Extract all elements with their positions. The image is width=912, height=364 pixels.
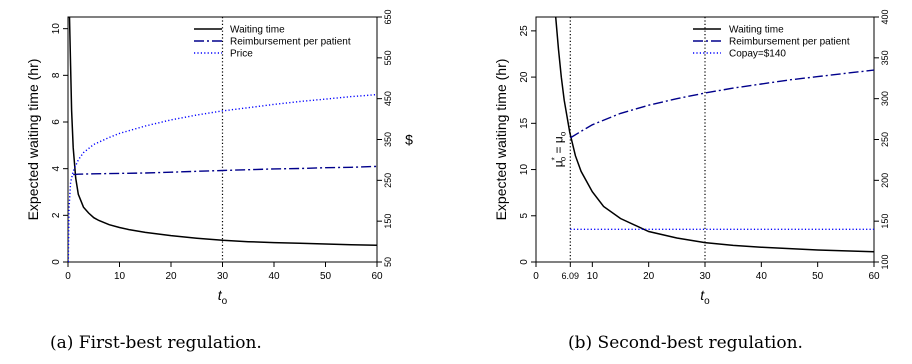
x-tick-label: 60: [371, 271, 383, 282]
x-axis-label-main: t: [218, 287, 223, 303]
x-tick-label: 50: [812, 271, 824, 282]
y-tick-label: 20: [519, 71, 530, 83]
x-tick-label: 30: [699, 271, 711, 282]
chart-a-svg: 0 10 20 30 40 50 60024681050150250350450550650…: [25, 9, 413, 307]
y-tick-label: 4: [51, 165, 62, 171]
y-tick-label: 5: [519, 213, 530, 219]
x-tick-label: 6.09: [562, 271, 580, 281]
x-tick-label: 50: [320, 271, 332, 282]
y-axis-label: Expected waiting time (hr): [25, 59, 41, 221]
x-tick-label: 20: [165, 271, 177, 282]
y-tick-label: 10: [51, 23, 62, 35]
series-line-1: [68, 17, 377, 246]
series-group: [554, 17, 874, 253]
legend-label-3: Copay=$140: [729, 49, 786, 60]
chart-b-svg: 0 10 20 30 40 50 60 6.09 0 5 10 15 20 25 100 150 200 250 3…: [493, 9, 890, 307]
y-right-tick-label: 100: [880, 254, 890, 269]
y-right-tick-label: 250: [383, 173, 393, 188]
legend-label-1: Waiting time: [729, 25, 784, 36]
y-tick-label: 15: [519, 117, 530, 129]
series-line-1: [554, 17, 874, 253]
y-right-tick-label: 200: [880, 173, 890, 188]
x-axis-label: to: [218, 287, 228, 307]
x-axis-label-sub: o: [222, 296, 228, 307]
x-tick-label: 40: [756, 271, 768, 282]
caption-b: (b) Second-best regulation.: [568, 333, 803, 353]
y-tick-label: 2: [51, 212, 62, 218]
chart-panel-b: 0 10 20 30 40 50 60 6.09 0 5 10 15 20 25 100 150 200 250 3…: [470, 0, 912, 364]
y-tick-label: 8: [51, 72, 62, 78]
y-right-tick-label: 250: [880, 132, 890, 147]
mu-annotation: μ*o = μo: [550, 131, 567, 167]
legend-label-1: Waiting time: [230, 25, 285, 36]
series-group: [68, 17, 377, 262]
y-right-tick-label: 300: [880, 91, 890, 106]
x-tick-label: 30: [217, 271, 229, 282]
series-line-2: [569, 69, 874, 139]
y-right-tick-label: 400: [880, 9, 890, 24]
x-tick-label: 0: [65, 271, 71, 282]
y-right-tick-label: 550: [383, 50, 393, 65]
y-right-tick-label: 150: [880, 214, 890, 229]
y-tick-label: 10: [519, 164, 530, 176]
legend-label-2: Reimbursement per patient: [729, 37, 850, 48]
y-right-tick-label: 150: [383, 214, 393, 229]
y-tick-label: 0: [51, 259, 62, 265]
x-axis-label-main: t: [700, 287, 705, 303]
y-right-tick-label: 450: [383, 91, 393, 106]
caption-a: (a) First-best regulation.: [50, 333, 262, 353]
y-right-axis-label: $: [405, 132, 413, 148]
y-axis-label: Expected waiting time (hr): [493, 59, 509, 221]
y-tick-label: 6: [51, 119, 62, 125]
legend-label-2: Reimbursement per patient: [230, 37, 351, 48]
chart-panel-a: 0 10 20 30 40 50 60 0 2 4 6 8 10 50 150 250 350 450 550 650…: [25, 9, 413, 353]
y-tick-label: 0: [519, 259, 530, 265]
y-right-tick-label: 50: [383, 257, 393, 267]
x-axis-label-sub: o: [704, 296, 710, 307]
x-tick-label: 10: [114, 271, 126, 282]
y-tick-label: 25: [519, 25, 530, 37]
series-line-3: [68, 93, 377, 262]
legend-label-3: Price: [230, 49, 253, 60]
x-tick-label: 10: [587, 271, 599, 282]
y-right-tick-label: 350: [880, 50, 890, 65]
x-tick-label: 20: [643, 271, 655, 282]
y-right-tick-label: 350: [383, 132, 393, 147]
x-tick-label: 0: [533, 271, 539, 282]
x-axis-label: to: [700, 287, 710, 307]
x-tick-label: 40: [268, 271, 280, 282]
series-line-2: [73, 165, 377, 176]
x-tick-label: 60: [868, 271, 880, 282]
y-right-tick-label: 650: [383, 9, 393, 24]
